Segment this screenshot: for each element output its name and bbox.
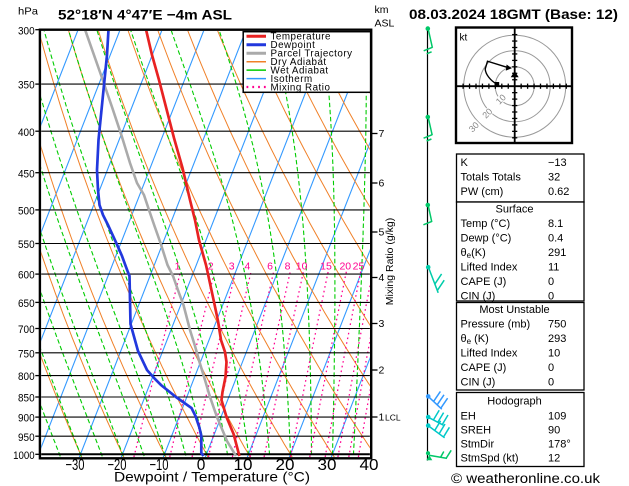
svg-text:12: 12 [548,452,560,464]
svg-text:52°18′N 4°47′E −4m ASL: 52°18′N 4°47′E −4m ASL [58,7,232,23]
svg-text:−30: −30 [66,457,85,474]
svg-text:Temperature: Temperature [271,32,332,43]
svg-text:Hodograph: Hodograph [487,395,541,407]
svg-text:10: 10 [548,347,560,359]
svg-text:700: 700 [18,324,35,336]
svg-text:350: 350 [18,80,35,92]
svg-text:Temp (°C): Temp (°C) [461,218,511,230]
svg-text:15: 15 [320,261,332,273]
svg-text:0: 0 [548,290,554,302]
svg-text:300: 300 [18,25,35,37]
svg-text:291: 291 [548,247,566,259]
svg-text:−10: −10 [150,457,169,474]
svg-text:90: 90 [548,424,560,436]
svg-text:Lifted Index: Lifted Index [461,347,518,359]
svg-text:km: km [375,4,389,16]
svg-text:750: 750 [548,318,566,330]
svg-text:400: 400 [18,127,35,139]
svg-text:7: 7 [379,128,385,140]
svg-text:109: 109 [548,410,566,422]
svg-text:Parcel Trajectory: Parcel Trajectory [271,49,353,60]
svg-text:CIN (J): CIN (J) [461,376,496,388]
svg-text:5: 5 [379,227,385,239]
svg-text:PW (cm): PW (cm) [461,186,504,198]
svg-text:Dewpoint: Dewpoint [271,40,316,51]
svg-text:1: 1 [175,261,181,273]
svg-text:2: 2 [208,261,214,273]
svg-text:SREH: SREH [461,424,492,436]
svg-text:Mixing Ratio: Mixing Ratio [271,82,331,93]
svg-text:θe(K): θe(K) [461,247,486,260]
svg-text:Wet Adiabat: Wet Adiabat [271,65,329,76]
svg-text:800: 800 [18,371,35,383]
svg-text:Mixing Ratio (g/kg): Mixing Ratio (g/kg) [384,218,396,306]
svg-text:ASL: ASL [375,18,395,30]
svg-text:20: 20 [480,106,494,120]
svg-text:08.03.2024 18GMT (Base: 12): 08.03.2024 18GMT (Base: 12) [409,6,618,22]
svg-text:© weatheronline.co.uk: © weatheronline.co.uk [451,471,600,486]
svg-text:600: 600 [18,270,35,282]
svg-text:Pressure (mb): Pressure (mb) [461,318,531,330]
svg-text:0.62: 0.62 [548,186,569,198]
svg-text:550: 550 [18,239,35,251]
svg-text:Dewpoint / Temperature (°C): Dewpoint / Temperature (°C) [114,469,310,485]
svg-text:500: 500 [18,206,35,218]
svg-text:20: 20 [339,261,351,273]
svg-text:Lifted Index: Lifted Index [461,261,518,273]
svg-text:CAPE (J): CAPE (J) [461,276,507,288]
svg-text:EH: EH [461,410,476,422]
svg-text:StmDir: StmDir [461,438,495,450]
svg-text:Dry Adiabat: Dry Adiabat [271,57,327,68]
svg-text:0: 0 [548,276,554,288]
svg-text:2: 2 [379,365,385,377]
svg-text:900: 900 [18,413,35,425]
svg-text:0: 0 [197,457,206,474]
svg-text:1: 1 [379,412,385,424]
svg-text:−20: −20 [108,457,127,474]
svg-text:−13: −13 [548,157,567,169]
svg-text:6: 6 [267,261,273,273]
svg-text:LCL: LCL [385,413,401,423]
svg-text:CAPE (J): CAPE (J) [461,362,507,374]
svg-text:8.1: 8.1 [548,218,563,230]
svg-text:0.4: 0.4 [548,232,563,244]
svg-text:4: 4 [244,261,250,273]
svg-text:3: 3 [229,261,235,273]
svg-text:178°: 178° [548,438,571,450]
svg-text:StmSpd (kt): StmSpd (kt) [461,452,519,464]
svg-text:8: 8 [285,261,291,273]
svg-text:0: 0 [548,376,554,388]
svg-text:850: 850 [18,393,35,405]
svg-text:20: 20 [276,457,295,474]
svg-text:293: 293 [548,333,566,345]
svg-text:950: 950 [18,432,35,444]
svg-text:10: 10 [296,261,308,273]
svg-text:650: 650 [18,298,35,310]
svg-text:Isotherm: Isotherm [271,74,313,85]
svg-text:11: 11 [548,261,559,273]
svg-text:hPa: hPa [18,6,38,18]
svg-text:4: 4 [379,272,385,284]
svg-text:3: 3 [379,318,385,330]
svg-text:1000: 1000 [13,450,35,462]
svg-text:Surface: Surface [496,203,534,215]
svg-text:0: 0 [548,362,554,374]
svg-text:Totals Totals: Totals Totals [461,171,522,183]
svg-text:K: K [461,157,469,169]
svg-text:30: 30 [467,120,481,134]
svg-text:10: 10 [494,92,508,106]
svg-text:kt: kt [460,33,468,44]
svg-text:CIN (J): CIN (J) [461,290,496,302]
svg-text:10: 10 [234,457,253,474]
svg-text:450: 450 [18,168,35,180]
svg-text:θe (K): θe (K) [461,333,489,346]
svg-text:32: 32 [548,171,560,183]
svg-text:30: 30 [318,457,337,474]
svg-text:6: 6 [379,178,385,190]
svg-text:Most Unstable: Most Unstable [479,304,549,316]
svg-text:Dewp (°C): Dewp (°C) [461,232,512,244]
svg-text:25: 25 [353,261,365,273]
svg-text:40: 40 [360,457,379,474]
svg-text:750: 750 [18,348,35,360]
